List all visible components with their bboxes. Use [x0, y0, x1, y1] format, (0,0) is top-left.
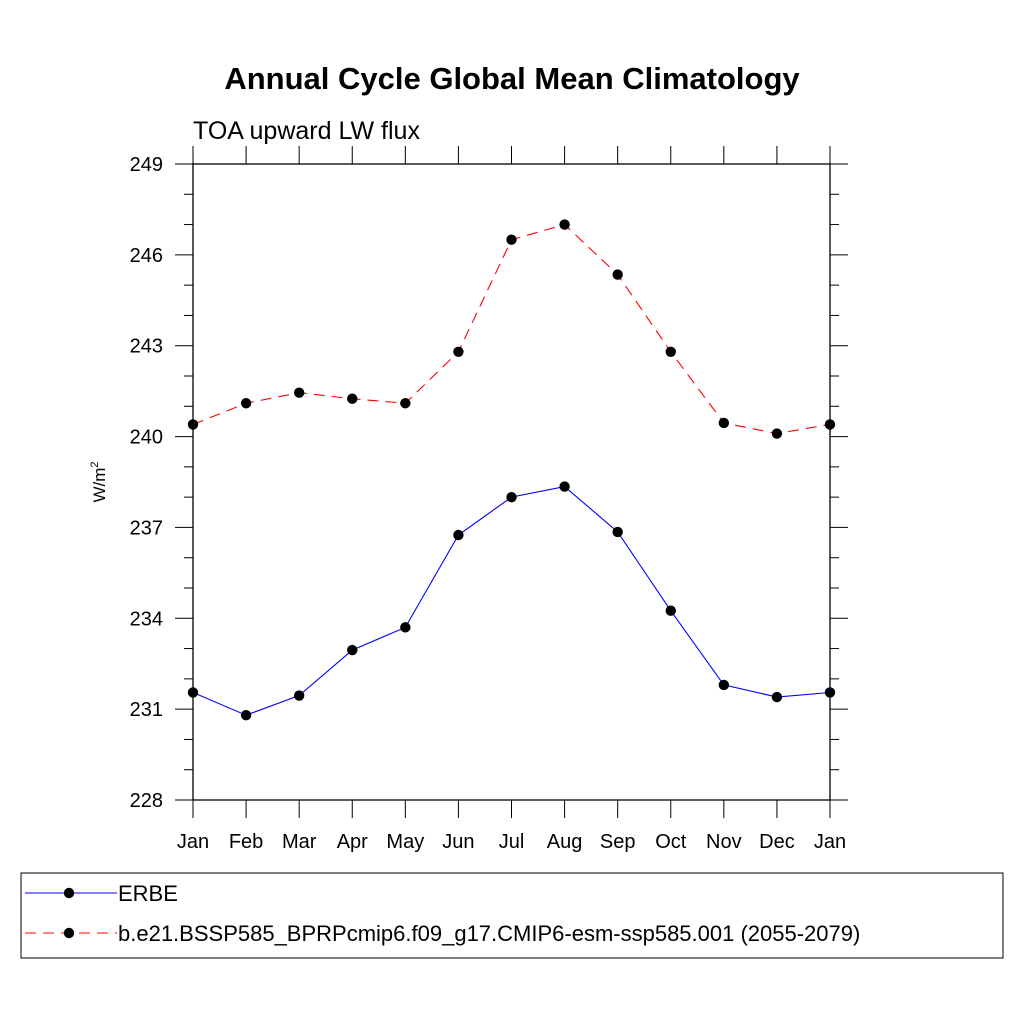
- data-point: [400, 622, 411, 633]
- data-point: [559, 219, 570, 230]
- y-tick-label: 231: [130, 699, 163, 721]
- data-point: [347, 644, 358, 656]
- legend-marker: [63, 887, 75, 899]
- y-tick-label: 237: [130, 517, 163, 539]
- tick-labels: 228 231 234 237 240 243 246 249 Jan Feb Mar Apr May J…: [130, 154, 847, 853]
- data-point: [506, 491, 517, 503]
- x-tick-label: Aug: [547, 831, 583, 853]
- x-tick-label: Jul: [499, 831, 525, 853]
- series-line: [192, 485, 831, 716]
- data-point: [612, 526, 623, 538]
- data-point: [612, 269, 623, 280]
- x-tick-label: Jun: [442, 831, 474, 853]
- x-tick-label: Jan: [814, 831, 846, 853]
- x-tick-label: May: [386, 831, 424, 853]
- data-point: [240, 398, 252, 409]
- series-line: [192, 223, 831, 435]
- data-point: [293, 690, 305, 701]
- data-point: [453, 346, 464, 357]
- chart-title: Annual Cycle Global Mean Climatology: [224, 61, 800, 96]
- y-axis-label: W/m2: [89, 461, 109, 502]
- x-tick-label: Nov: [706, 831, 742, 853]
- plot-frame: [192, 163, 831, 801]
- legend: ERBE b.e21.BSSP585_BPRPcmip6.f09_g17.CMIP…: [20, 872, 1004, 959]
- y-tick-label: 243: [130, 336, 163, 358]
- legend-items: ERBE b.e21.BSSP585_BPRPcmip6.f09_g17.CMIP…: [25, 881, 860, 946]
- y-tick-label: 249: [130, 154, 163, 176]
- series-1: [187, 219, 836, 439]
- data-point: [559, 481, 570, 492]
- legend-item-1: b.e21.BSSP585_BPRPcmip6.f09_g17.CMIP6-es…: [25, 921, 860, 946]
- y-axis-label-text: W/m: [90, 468, 109, 503]
- data-point: [400, 398, 411, 409]
- x-tick-label: Apr: [337, 831, 368, 853]
- series-0: [187, 481, 836, 721]
- axis-ticks: [175, 146, 848, 818]
- x-tick-label: Mar: [282, 831, 317, 853]
- data-point: [771, 691, 783, 703]
- data-point: [347, 393, 358, 404]
- plot-series: [187, 219, 836, 721]
- x-tick-label: Sep: [600, 831, 636, 853]
- x-tick-label: Dec: [759, 831, 795, 853]
- y-axis-label-superscript: 2: [89, 461, 101, 467]
- legend-item-0: ERBE: [25, 881, 178, 906]
- svg-text:W/m2: W/m2: [89, 461, 109, 502]
- y-tick-label: 228: [130, 790, 163, 812]
- x-tick-label: Jan: [177, 831, 209, 853]
- x-tick-label: Feb: [229, 831, 263, 853]
- y-tick-label: 240: [130, 427, 163, 449]
- legend-frame: [20, 872, 1004, 959]
- chart-subtitle: TOA upward LW flux: [193, 117, 420, 145]
- data-point: [293, 387, 305, 398]
- data-point: [453, 529, 464, 541]
- data-point: [771, 428, 783, 439]
- y-tick-label: 234: [130, 608, 163, 630]
- legend-label: ERBE: [118, 881, 178, 906]
- data-point: [718, 679, 730, 691]
- x-tick-label: Oct: [655, 831, 687, 853]
- legend-label: b.e21.BSSP585_BPRPcmip6.f09_g17.CMIP6-es…: [118, 921, 860, 946]
- legend-marker: [63, 927, 75, 939]
- data-point: [506, 234, 517, 245]
- data-point: [665, 605, 676, 616]
- y-tick-label: 246: [130, 245, 163, 267]
- data-point: [665, 346, 676, 357]
- data-point: [240, 710, 252, 721]
- data-point: [718, 417, 730, 429]
